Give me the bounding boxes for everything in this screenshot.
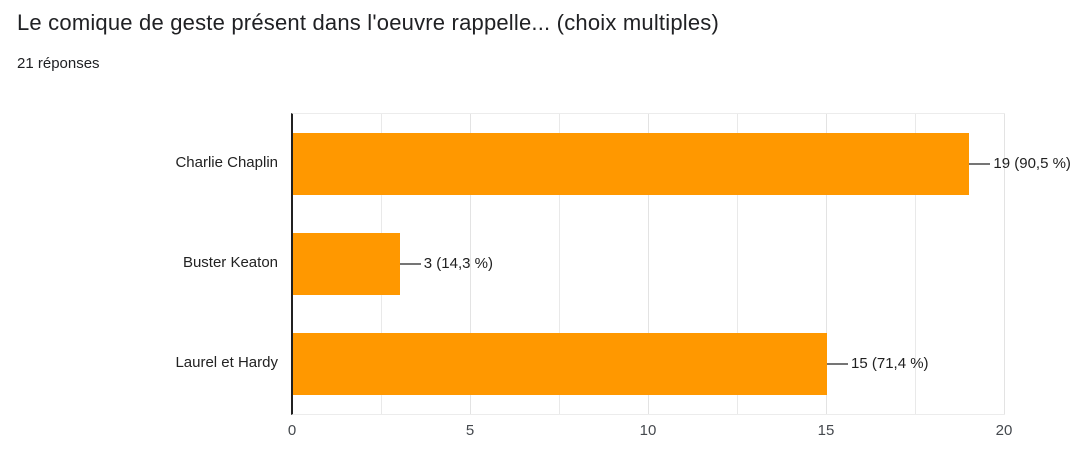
x-tick-label: 0 [287,422,297,439]
value-callout-line [399,263,421,265]
bar-charlie-chaplin [293,133,970,195]
gridline [559,114,560,414]
category-label: Charlie Chaplin [175,154,278,171]
plot-area: 19 (90,5 %) 3 (14,3 %) 15 (71,4 %) [291,113,1071,415]
x-tick-label: 5 [465,422,475,439]
response-count: 21 réponses [17,55,100,72]
x-tick-label: 10 [639,422,657,439]
value-callout-line [827,363,848,365]
gridline [648,114,649,414]
category-label: Buster Keaton [182,254,278,271]
x-tick-label: 15 [817,422,835,439]
gridline [826,114,827,414]
gridline [737,114,738,414]
gridline [1004,114,1005,414]
gridline [470,114,471,414]
category-label: Laurel et Hardy [175,354,278,371]
x-tick-label: 20 [995,422,1013,439]
bar-laurel-et-hardy [293,333,827,395]
value-callout-line [969,163,991,165]
value-label: 3 (14,3 %) [423,255,493,272]
question-title: Le comique de geste présent dans l'oeuvr… [17,10,720,35]
value-label: 15 (71,4 %) [851,355,929,372]
value-label: 19 (90,5 %) [993,155,1071,172]
gridline [915,114,916,414]
bar-buster-keaton [293,233,400,295]
